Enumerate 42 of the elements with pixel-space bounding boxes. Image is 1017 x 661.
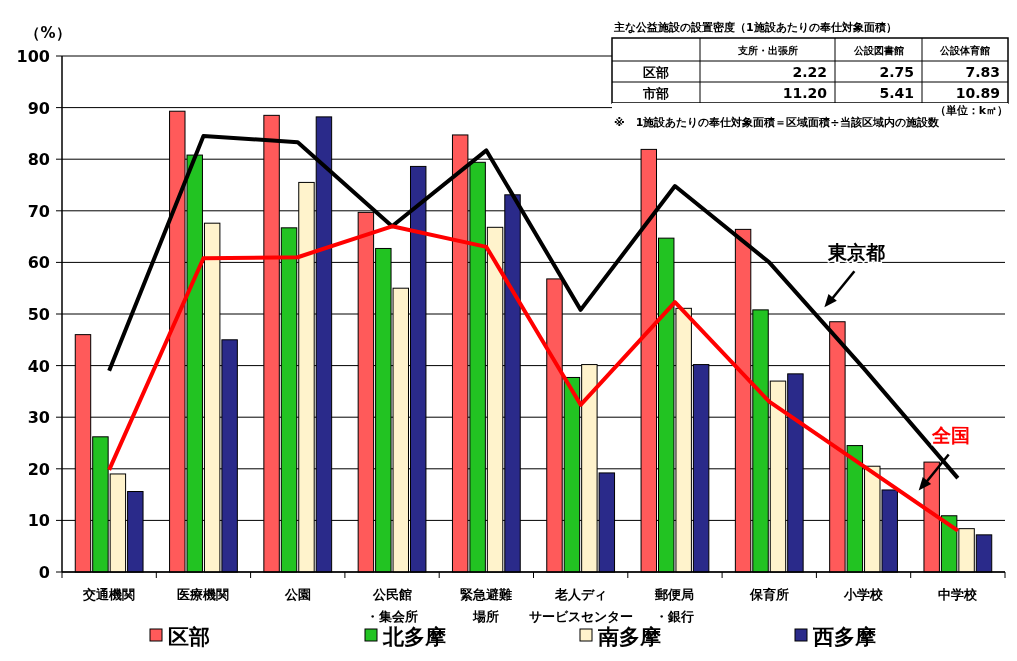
y-tick-label: 30 bbox=[27, 408, 50, 428]
annotation: 公設体育館 bbox=[939, 45, 990, 56]
annotation: 市部 bbox=[642, 86, 669, 101]
x-tick-label: 中学校 bbox=[938, 587, 979, 602]
y-axis-title: （%） bbox=[25, 24, 71, 42]
annotation: 区部 bbox=[643, 65, 669, 80]
y-tick-label: 80 bbox=[27, 150, 50, 170]
x-tick-label: 交通機関 bbox=[82, 587, 136, 602]
y-tick-label: 50 bbox=[27, 305, 50, 324]
text: 東京都 bbox=[826, 241, 885, 264]
x-tick-label: 郵便局・銀行 bbox=[654, 587, 695, 624]
x-tick-label: 公園 bbox=[283, 587, 311, 602]
x-tick-label: 小学校 bbox=[843, 587, 885, 602]
y-tick-label: 10 bbox=[27, 511, 50, 531]
annotation: 支所・出張所 bbox=[736, 45, 798, 56]
annotation: 5.41 bbox=[879, 85, 914, 101]
annotation: 11.20 bbox=[782, 85, 828, 101]
x-tick-label: 保育所 bbox=[748, 587, 789, 602]
x-tick-label: 緊急避難場所 bbox=[460, 587, 513, 624]
y-tick-label: 40 bbox=[27, 356, 50, 376]
x-tick-label: 老人ディサービスセンター bbox=[528, 587, 633, 624]
x-tick-label: 公民館・集会所 bbox=[366, 587, 419, 624]
annotation: 2.75 bbox=[879, 64, 914, 80]
y-tick-label: 20 bbox=[27, 459, 50, 479]
x-tick-label: 医療機関 bbox=[177, 587, 230, 602]
y-tick-label: 0 bbox=[38, 563, 50, 582]
annotation: 10.89 bbox=[955, 85, 1000, 101]
legend-label: 南多摩 bbox=[597, 625, 661, 649]
text: 主な公益施設の設置密度（1施設あたりの奉仕対象面積） bbox=[614, 21, 897, 34]
y-tick-label: 60 bbox=[27, 253, 50, 273]
y-tick-label: 90 bbox=[27, 98, 50, 118]
text: 全国 bbox=[930, 424, 970, 447]
y-tick-label: 70 bbox=[27, 201, 50, 221]
y-tick-label: 100 bbox=[16, 47, 50, 66]
annotation: （単位：k㎡） bbox=[934, 104, 1008, 117]
annotation: 7.83 bbox=[965, 64, 1000, 80]
annotation: 2.22 bbox=[792, 64, 827, 80]
legend-label: 区部 bbox=[168, 625, 210, 649]
annotation: 公設図書館 bbox=[852, 45, 904, 56]
legend-label: 北多摩 bbox=[382, 625, 446, 649]
annotation: ※ 1施設あたりの奉仕対象面積＝区域面積÷当該区域内の施設数 bbox=[614, 116, 940, 129]
legend-label: 西多摩 bbox=[812, 625, 876, 649]
